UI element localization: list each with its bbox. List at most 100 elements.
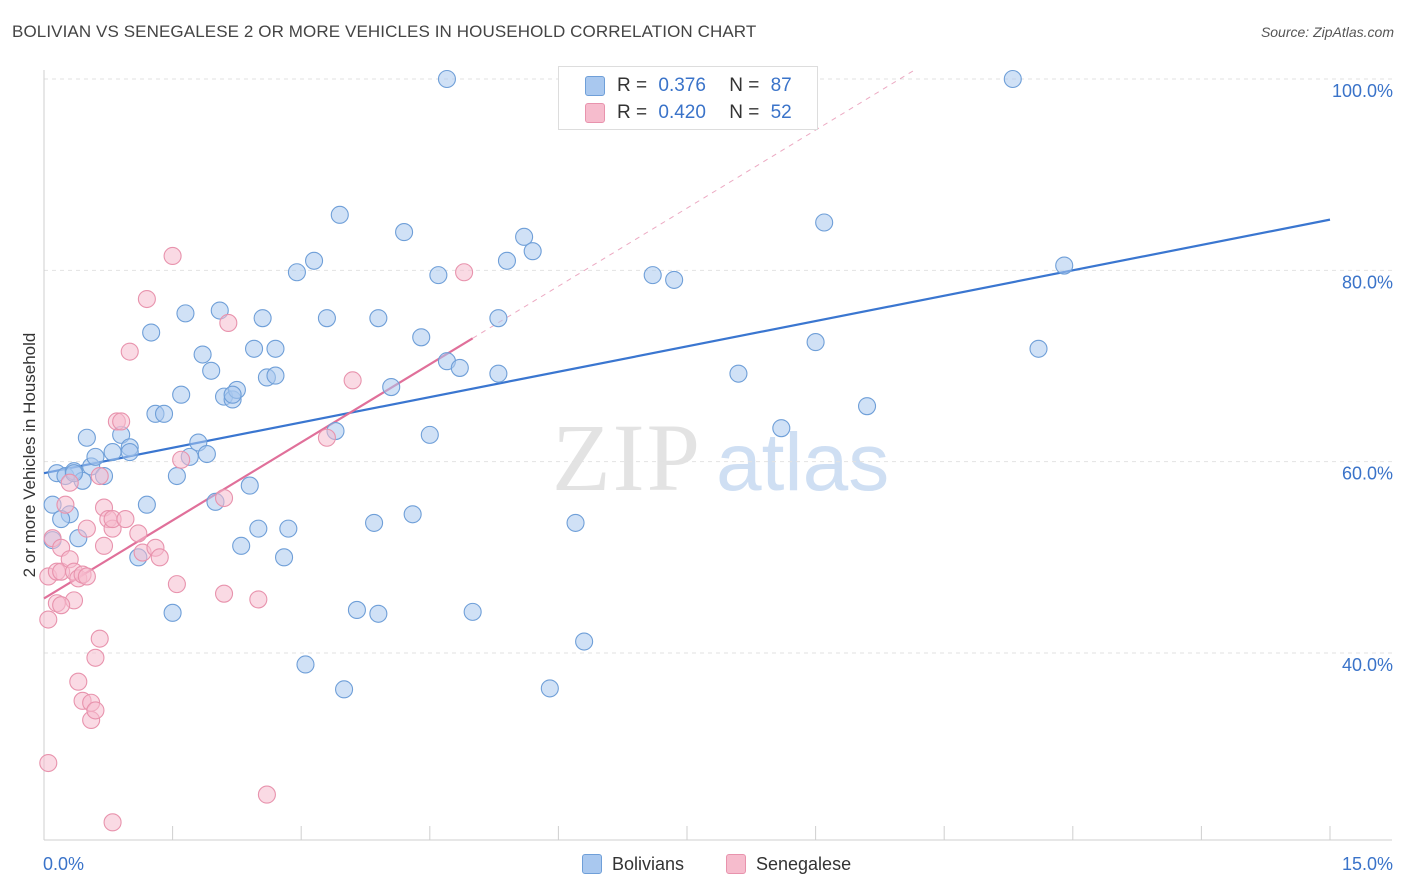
bolivian-point xyxy=(335,680,354,699)
x-tick-label: 0.0% xyxy=(43,854,84,874)
bolivian-point xyxy=(369,309,388,328)
senegalese-point xyxy=(39,610,58,629)
senegalese-point xyxy=(77,567,96,586)
bolivian-point xyxy=(806,333,825,352)
bottom-bolivians-swatch xyxy=(582,854,602,874)
bolivian-point xyxy=(305,251,324,270)
bolivian-point xyxy=(193,345,212,364)
bottom-legend-senegalese: Senegalese xyxy=(726,852,851,876)
bolivian-point xyxy=(240,476,259,495)
senegalese-n-label: N = xyxy=(729,102,760,123)
bolivian-point xyxy=(523,242,542,261)
data-points xyxy=(39,69,1074,832)
bolivian-point xyxy=(347,600,366,620)
bolivian-point xyxy=(1029,339,1048,358)
bolivian-point xyxy=(489,364,508,383)
bolivian-point xyxy=(330,205,349,224)
bolivian-point xyxy=(232,536,251,555)
bolivian-point xyxy=(382,377,401,397)
senegalese-swatch xyxy=(585,103,605,123)
tick-labels: 40.0% 60.0% 80.0% 100.0% 0.0% 15.0% xyxy=(43,81,1393,874)
bolivian-point xyxy=(279,519,298,538)
senegalese-point xyxy=(167,575,186,594)
watermark: ZIP atlas xyxy=(552,404,889,511)
bolivian-point xyxy=(77,428,96,447)
bolivian-point xyxy=(275,548,294,567)
bolivian-point xyxy=(197,444,216,464)
bolivian-point xyxy=(142,323,161,342)
senegalese-point xyxy=(116,510,135,529)
bolivians-n-label: N = xyxy=(729,75,760,96)
bolivian-point xyxy=(172,385,191,404)
bolivian-point xyxy=(575,632,594,651)
senegalese-point xyxy=(90,629,109,648)
x-tick-label: 15.0% xyxy=(1342,854,1393,874)
senegalese-point xyxy=(163,246,182,266)
senegalese-point xyxy=(317,428,336,447)
senegalese-point xyxy=(172,450,191,469)
svg-text:atlas: atlas xyxy=(716,417,889,508)
senegalese-point xyxy=(90,466,109,486)
senegalese-point xyxy=(257,785,276,804)
bolivian-point xyxy=(244,339,264,358)
axes xyxy=(43,70,1392,841)
chart-title: BOLIVIAN VS SENEGALESE 2 OR MORE VEHICLE… xyxy=(12,22,757,41)
senegalese-point xyxy=(86,701,105,720)
bolivian-point xyxy=(420,425,439,444)
bolivian-point xyxy=(497,251,517,270)
bolivian-point xyxy=(365,513,384,532)
bolivian-point xyxy=(296,655,315,674)
senegalese-point xyxy=(52,596,71,615)
bolivian-point xyxy=(463,602,482,621)
bolivians-r-label: R = xyxy=(617,75,648,96)
bolivian-point xyxy=(412,328,431,347)
senegalese-point xyxy=(455,263,474,282)
bolivian-point xyxy=(163,603,182,622)
senegalese-trend-line xyxy=(43,337,474,600)
senegalese-point xyxy=(60,473,79,492)
bolivian-point xyxy=(317,309,336,328)
bolivians-n-value: 87 xyxy=(770,75,792,96)
bolivian-point xyxy=(665,270,684,289)
bolivian-point xyxy=(729,364,748,383)
y-tick-label: 80.0% xyxy=(1342,272,1393,292)
bolivian-point xyxy=(86,447,105,466)
bolivian-point xyxy=(489,309,508,328)
bottom-senegalese-label: Senegalese xyxy=(756,853,852,874)
senegalese-point xyxy=(77,519,96,538)
bolivian-point xyxy=(103,443,122,462)
bottom-legend-bolivians: Bolivians xyxy=(582,852,684,876)
senegalese-n-value: 52 xyxy=(770,102,792,123)
bolivian-point xyxy=(176,304,195,323)
senegalese-point xyxy=(249,590,268,609)
bolivian-point xyxy=(772,419,791,438)
bolivian-point xyxy=(437,69,456,89)
senegalese-point xyxy=(86,648,105,667)
senegalese-point xyxy=(137,289,156,309)
bolivian-point xyxy=(249,519,268,538)
bolivian-point xyxy=(137,495,156,514)
bolivian-point xyxy=(403,505,422,524)
bottom-bolivians-label: Bolivians xyxy=(612,853,685,874)
bolivian-point xyxy=(395,223,414,242)
senegalese-point xyxy=(150,548,169,567)
bolivian-point xyxy=(857,397,877,416)
bolivian-point xyxy=(1003,69,1022,89)
bolivian-point xyxy=(1055,256,1074,275)
y-tick-label: 40.0% xyxy=(1342,655,1393,675)
senegalese-point xyxy=(39,753,58,773)
senegalese-point xyxy=(129,524,148,543)
svg-text:ZIP: ZIP xyxy=(552,404,702,511)
bolivian-point xyxy=(540,679,559,698)
senegalese-r-label: R = xyxy=(617,102,648,123)
bolivian-point xyxy=(429,266,448,285)
senegalese-point xyxy=(94,536,114,555)
bolivian-point xyxy=(369,604,388,623)
y-tick-label: 100.0% xyxy=(1332,81,1393,101)
bolivian-point xyxy=(202,361,221,380)
senegalese-point xyxy=(56,495,75,514)
bolivians-r-value: 0.376 xyxy=(658,75,706,96)
bolivian-point xyxy=(266,366,285,385)
bolivian-point xyxy=(266,339,285,358)
